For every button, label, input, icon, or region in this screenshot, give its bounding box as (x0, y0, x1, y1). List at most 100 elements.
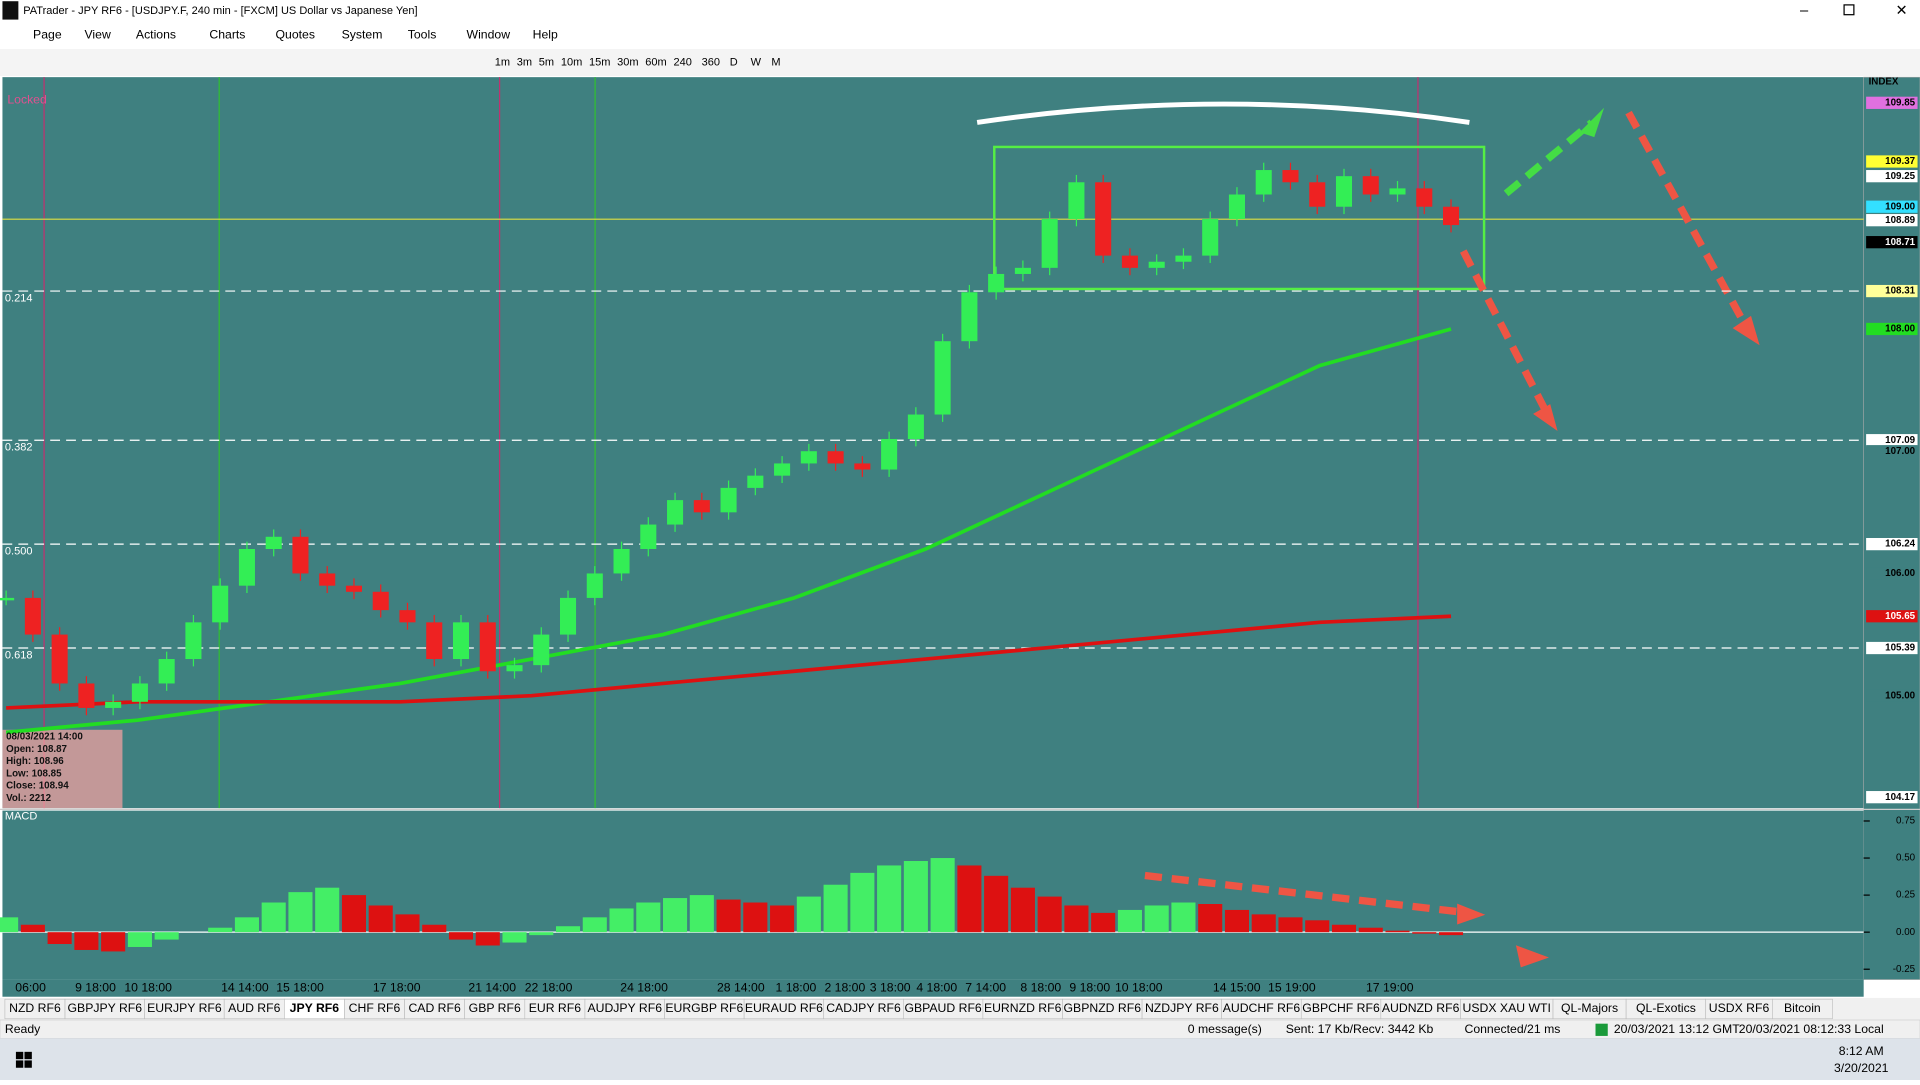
timeframe-button[interactable]: M (771, 56, 780, 68)
tab-label[interactable]: EUR RF6 (529, 1001, 582, 1015)
timeframe-button[interactable]: 5m (539, 56, 554, 68)
start[interactable] (15, 1060, 24, 1068)
range-box (993, 145, 1486, 291)
tab-label[interactable]: CADJPY RF6 (826, 1001, 901, 1015)
candle (747, 475, 764, 488)
tab-label[interactable]: GBPJPY RF6 (68, 1001, 143, 1015)
macd-bar (850, 872, 875, 933)
timeframe-button[interactable]: 1m (495, 56, 510, 68)
tab-label[interactable]: GBPNZD RF6 (1064, 1001, 1142, 1015)
menu-item[interactable]: Quotes (276, 28, 315, 42)
tab-label[interactable]: NZDJPY RF6 (1145, 1001, 1219, 1015)
macd-bar (74, 932, 99, 950)
menu-item[interactable]: Help (533, 28, 558, 42)
candle (720, 487, 737, 513)
menu-item[interactable]: Actions (136, 28, 176, 42)
start[interactable] (24, 1051, 32, 1060)
timeframe-button[interactable]: 3m (517, 56, 532, 68)
arc (976, 101, 1470, 125)
price-label: 105.65 (1885, 611, 1915, 622)
tab-label[interactable]: GBPCHF RF6 (1302, 1001, 1380, 1015)
timeframe-button[interactable]: 360 (702, 56, 720, 68)
info-line: Vol.: 2212 (6, 793, 52, 804)
candle (1335, 176, 1353, 207)
candle (51, 634, 68, 684)
tab-label[interactable]: AUDJPY RF6 (587, 1001, 662, 1015)
timeframe-button[interactable]: 240 (673, 56, 691, 68)
time-label: 14 14:00 (221, 980, 269, 994)
price-label-bg (1866, 236, 1918, 249)
tab-label[interactable]: CAD RF6 (408, 1001, 461, 1015)
macd-bar (770, 905, 795, 933)
tab-label[interactable]: CHF RF6 (349, 1001, 401, 1015)
tab-label[interactable]: NZD RF6 (9, 1001, 61, 1015)
time-label: 28 14:00 (717, 980, 765, 994)
tab-label[interactable]: AUD RF6 (228, 1001, 281, 1015)
price-label: 108.89 (1885, 215, 1915, 226)
timeframe-button[interactable]: 60m (645, 56, 666, 68)
time-label: 24 18:00 (620, 980, 668, 994)
restore[interactable] (1843, 4, 1855, 16)
menu-item[interactable]: Window (467, 28, 511, 42)
tab-label[interactable]: Bitcoin (1784, 1001, 1821, 1015)
tab-label[interactable]: USDX XAU WTI (1463, 1001, 1551, 1015)
arrow-head (1732, 315, 1760, 346)
start[interactable] (24, 1060, 32, 1068)
minimize[interactable]: – (1800, 3, 1809, 19)
tab[interactable] (1772, 998, 1833, 1020)
tab-label[interactable]: AUDNZD RF6 (1382, 1001, 1460, 1015)
macd-bar (422, 924, 447, 933)
macd-bar (1331, 924, 1357, 933)
tab-label[interactable]: QL-Majors (1561, 1001, 1618, 1015)
menu-item[interactable]: Page (33, 28, 62, 42)
price-label: 104.17 (1885, 792, 1915, 803)
price-label: 107.09 (1885, 435, 1915, 446)
tab-label[interactable]: QL-Exotics (1636, 1001, 1696, 1015)
candle (105, 701, 122, 708)
macd-bar (261, 902, 286, 933)
tab-label[interactable]: GBPAUD RF6 (904, 1001, 981, 1015)
info-line: 08/03/2021 14:00 (6, 732, 83, 743)
menu-item[interactable]: Charts (209, 28, 245, 42)
arrows (1144, 110, 1749, 916)
tab-label[interactable]: JPY RF6 (290, 1001, 340, 1015)
macd-bar (1010, 887, 1035, 933)
candle (800, 451, 817, 464)
tab-label[interactable]: EURJPY RF6 (147, 1001, 222, 1015)
tab-label[interactable]: EURNZD RF6 (984, 1001, 1062, 1015)
status-traffic: Sent: 17 Kb/Recv: 3442 Kb (1286, 1022, 1434, 1036)
macd-bar (341, 895, 367, 933)
price-label: 105.39 (1885, 643, 1915, 654)
tab-label[interactable]: USDX RF6 (1709, 1001, 1770, 1015)
price-label-bg (1866, 791, 1918, 804)
timeframe-button[interactable]: D (730, 56, 738, 68)
tab-label[interactable]: GBP RF6 (469, 1001, 521, 1015)
status-messages: 0 message(s) (1188, 1022, 1262, 1036)
macd-bar (315, 887, 340, 933)
start[interactable] (15, 1051, 24, 1060)
menu-item[interactable]: Tools (408, 28, 437, 42)
tab-label[interactable]: EURGBP RF6 (665, 1001, 743, 1015)
tab-label[interactable]: AUDCHF RF6 (1223, 1001, 1301, 1015)
price-label: 107.00 (1885, 446, 1915, 457)
price-label: 106.00 (1885, 568, 1915, 579)
close[interactable]: ✕ (1896, 3, 1908, 19)
macd-bar (101, 932, 126, 952)
info-line: High: 108.96 (6, 756, 64, 767)
window-title: PATrader - JPY RF6 - [USDJPY.F, 240 min … (23, 5, 417, 17)
timeframe-button[interactable]: W (751, 56, 762, 68)
menu-item[interactable]: View (84, 28, 110, 42)
tab-label[interactable]: EURAUD RF6 (745, 1001, 823, 1015)
time-label: 3 18:00 (870, 980, 911, 994)
arrow-head (1457, 903, 1486, 925)
macd-bar (47, 932, 72, 945)
candle (934, 341, 951, 415)
timeframe-button[interactable]: 15m (589, 56, 610, 68)
candle (1442, 206, 1460, 226)
timeframe-button[interactable]: 10m (561, 56, 582, 68)
candle (1148, 261, 1165, 268)
candle (1041, 218, 1058, 268)
candle (292, 536, 309, 574)
timeframe-button[interactable]: 30m (617, 56, 638, 68)
menu-item[interactable]: System (342, 28, 383, 42)
